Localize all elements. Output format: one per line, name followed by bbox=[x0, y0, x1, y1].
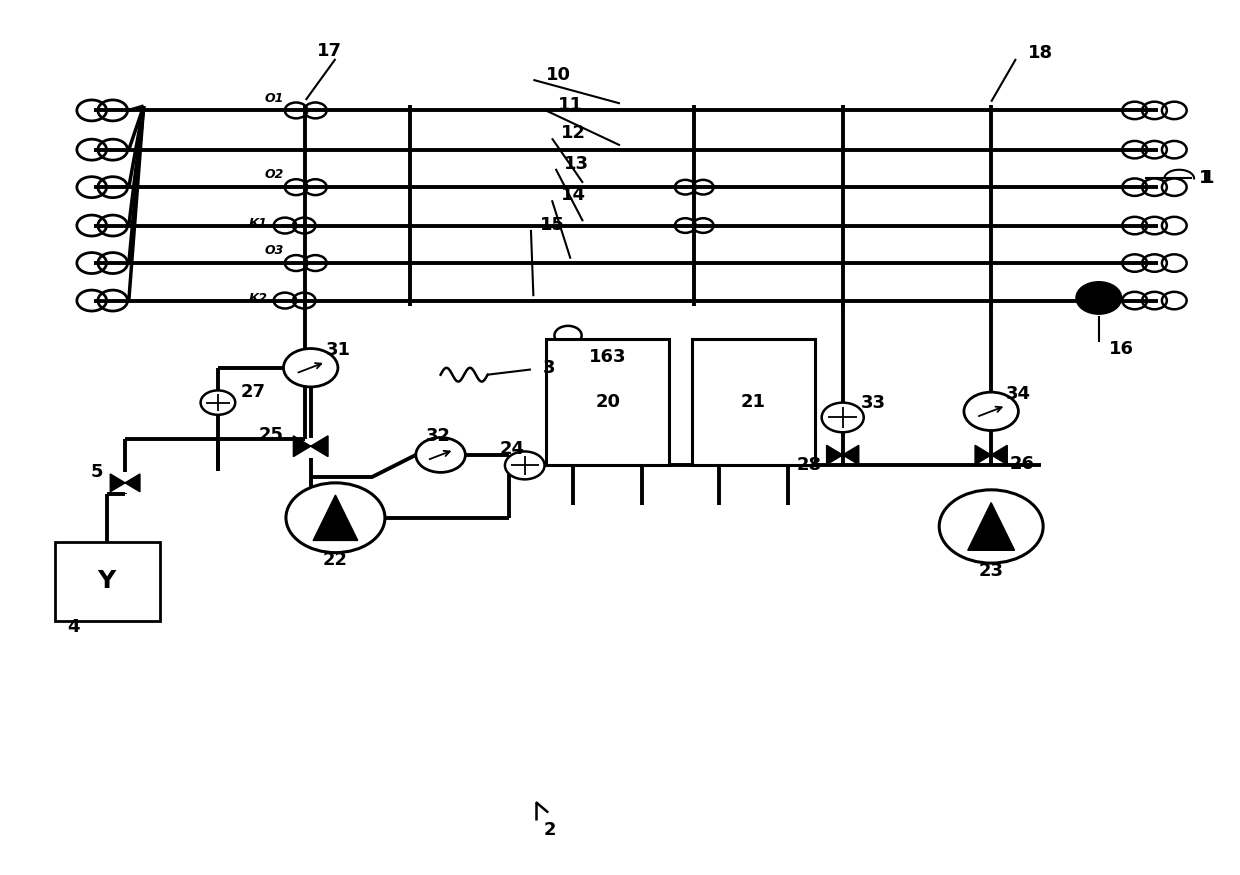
Text: К1: К1 bbox=[248, 217, 268, 230]
Text: 11: 11 bbox=[558, 96, 583, 114]
Circle shape bbox=[822, 402, 864, 432]
Text: 22: 22 bbox=[322, 550, 348, 569]
Text: 1: 1 bbox=[1202, 170, 1214, 187]
Text: О2: О2 bbox=[264, 169, 284, 181]
Text: 17: 17 bbox=[316, 42, 342, 60]
Text: 21: 21 bbox=[742, 393, 766, 411]
Text: 32: 32 bbox=[425, 427, 450, 444]
Text: 14: 14 bbox=[560, 186, 585, 204]
Text: 4: 4 bbox=[67, 618, 79, 636]
Text: 28: 28 bbox=[796, 457, 822, 474]
Text: 16: 16 bbox=[1109, 340, 1133, 358]
Circle shape bbox=[286, 483, 384, 553]
Circle shape bbox=[963, 392, 1018, 430]
Text: 3: 3 bbox=[543, 359, 556, 377]
Bar bbox=[546, 339, 670, 466]
Circle shape bbox=[1076, 283, 1121, 313]
Text: 1: 1 bbox=[1199, 170, 1211, 187]
Text: 26: 26 bbox=[1009, 455, 1034, 472]
Circle shape bbox=[939, 490, 1043, 564]
Text: О1: О1 bbox=[264, 92, 284, 105]
Text: К2: К2 bbox=[248, 292, 268, 305]
Polygon shape bbox=[975, 445, 1007, 465]
Bar bbox=[692, 339, 816, 466]
Text: 23: 23 bbox=[978, 562, 1003, 580]
Text: 163: 163 bbox=[589, 348, 626, 367]
Text: 27: 27 bbox=[241, 383, 265, 401]
Polygon shape bbox=[314, 495, 357, 541]
Circle shape bbox=[415, 438, 465, 472]
Text: 31: 31 bbox=[326, 341, 351, 360]
Text: 10: 10 bbox=[546, 66, 570, 84]
Text: 18: 18 bbox=[1028, 44, 1054, 62]
Text: 5: 5 bbox=[91, 464, 103, 481]
Text: Y: Y bbox=[98, 570, 115, 593]
Text: 24: 24 bbox=[500, 440, 525, 458]
Polygon shape bbox=[967, 502, 1014, 550]
Text: О3: О3 bbox=[264, 244, 284, 257]
Text: 2: 2 bbox=[543, 821, 556, 839]
Circle shape bbox=[284, 348, 339, 387]
Polygon shape bbox=[827, 445, 859, 465]
Text: 20: 20 bbox=[595, 393, 620, 411]
Polygon shape bbox=[294, 436, 329, 457]
Bar bbox=[55, 542, 160, 620]
Circle shape bbox=[505, 452, 544, 480]
Text: 13: 13 bbox=[564, 155, 589, 172]
Polygon shape bbox=[110, 474, 140, 492]
Text: 15: 15 bbox=[539, 215, 564, 234]
Text: 12: 12 bbox=[560, 124, 585, 142]
Circle shape bbox=[201, 390, 236, 415]
Text: 34: 34 bbox=[1006, 385, 1030, 402]
Text: 33: 33 bbox=[862, 394, 887, 411]
Text: 25: 25 bbox=[258, 426, 284, 444]
